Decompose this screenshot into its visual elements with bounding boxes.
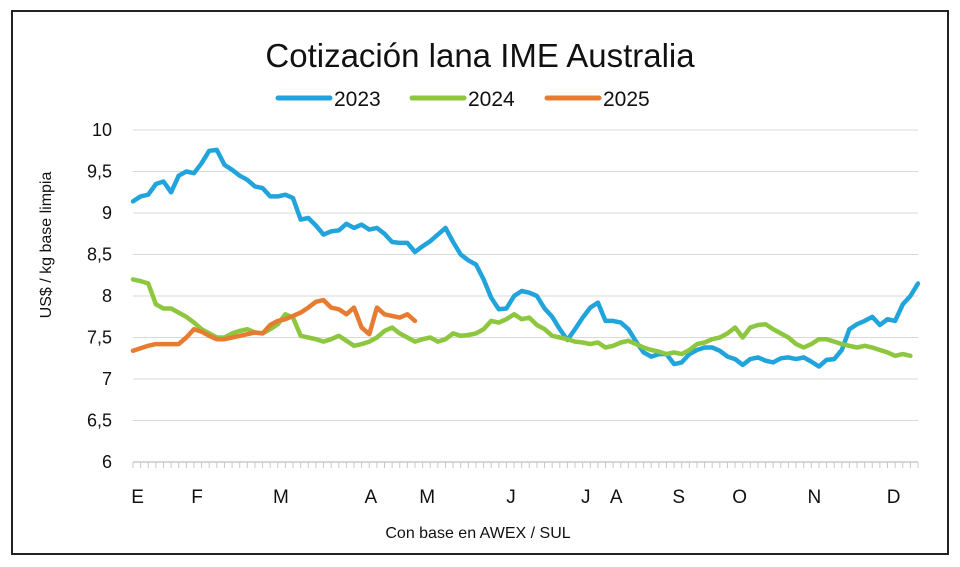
y-tick-label: 7 xyxy=(102,369,112,389)
y-tick-label: 6 xyxy=(102,452,112,472)
y-tick-label: 8 xyxy=(102,286,112,306)
y-tick-label: 6,5 xyxy=(87,411,112,431)
legend-label-2023: 2023 xyxy=(334,88,381,111)
x-axis-title: Con base en AWEX / SUL xyxy=(385,525,570,542)
month-label: F xyxy=(191,487,203,508)
month-label: J xyxy=(581,487,591,508)
legend-label-2025: 2025 xyxy=(603,88,650,111)
y-tick-label: 7,5 xyxy=(87,328,112,348)
series-lines xyxy=(130,147,921,369)
series-line-2025 xyxy=(130,297,418,354)
month-label: M xyxy=(419,487,435,508)
y-axis-title: US$ / kg base limpia xyxy=(38,172,55,319)
x-axis-minor-ticks xyxy=(132,462,919,468)
gridlines xyxy=(133,129,918,421)
month-label: M xyxy=(273,487,289,508)
month-label: D xyxy=(887,487,901,508)
chart-frame xyxy=(11,10,949,555)
month-label: J xyxy=(506,487,516,508)
month-label: E xyxy=(131,487,144,508)
y-tick-label: 8,5 xyxy=(87,245,112,265)
month-label: A xyxy=(364,487,377,508)
y-tick-label: 10 xyxy=(92,120,112,140)
y-tick-label: 9,5 xyxy=(87,162,112,182)
series-line-2023 xyxy=(130,147,921,369)
y-tick-labels: 6 6,5 7 7,5 8 8,5 9 9,5 10 xyxy=(87,120,112,472)
y-tick-label: 9 xyxy=(102,203,112,223)
month-label: A xyxy=(610,487,623,508)
month-label: S xyxy=(672,487,685,508)
legend-label-2024: 2024 xyxy=(468,88,515,111)
chart-title: Cotización lana IME Australia xyxy=(265,37,695,74)
month-label: O xyxy=(732,487,747,508)
legend: 2023 2024 2025 xyxy=(275,88,650,111)
month-label: N xyxy=(807,487,821,508)
